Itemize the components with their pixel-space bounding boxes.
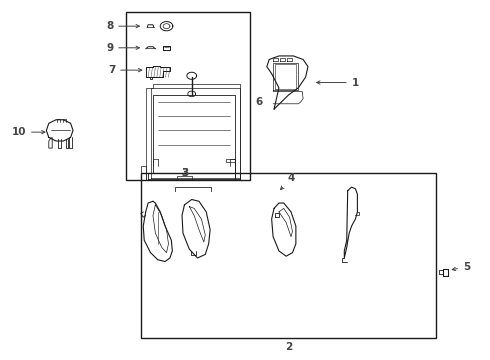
Text: 8: 8 [106,21,139,31]
Bar [141,173,437,338]
Text: 1: 1 [317,77,359,87]
Text: 2: 2 [285,342,292,352]
Text: 3: 3 [181,168,188,178]
Text: 5: 5 [452,262,470,272]
Text: 6: 6 [255,97,262,107]
Text: 10: 10 [12,127,45,137]
Bar [126,12,250,180]
Text: 9: 9 [106,43,139,53]
Text: 7: 7 [108,65,142,75]
Text: 4: 4 [281,173,294,190]
Text: 3: 3 [181,168,188,178]
